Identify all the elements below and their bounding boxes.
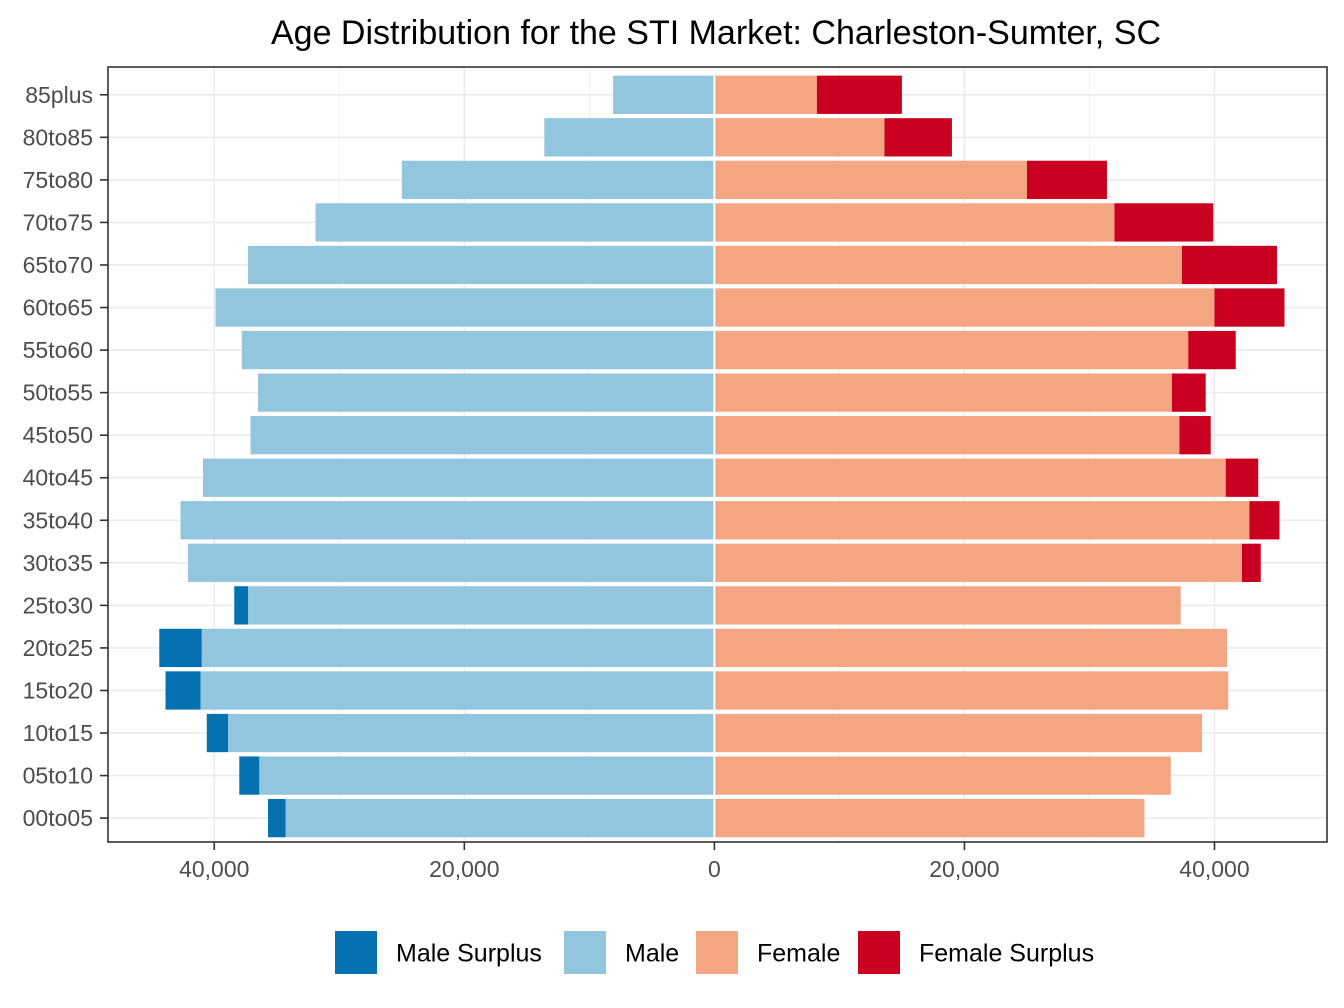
bar-male-10to15 [228,713,715,753]
y-tick-label-20to25: 20to25 [23,635,93,661]
bar-male-00to05 [285,798,715,838]
bar-male-surplus-00to05 [268,798,286,838]
y-tick-label-60to65: 60to65 [23,295,93,321]
bar-male-85plus [613,75,715,114]
y-tick-label-50to55: 50to55 [23,380,93,406]
y-tick-label-00to05: 00to05 [23,805,93,831]
x-axis: 40,000 20,000 0 20,000 40,000 [179,842,1250,882]
chart-title: Age Distribution for the STI Market: Cha… [271,14,1161,52]
bar-female-60to65 [714,288,1215,327]
legend-label-male: Male [625,940,679,968]
legend-label-female-surplus: Female Surplus [919,940,1094,968]
bar-female-surplus-40to45 [1225,458,1259,497]
bar-male-50to55 [258,373,715,412]
bar-female-surplus-80to85 [884,118,952,157]
y-tick-label-35to40: 35to40 [23,507,93,533]
bar-female-surplus-55to60 [1188,330,1236,370]
bar-male-20to25 [201,628,715,668]
bar-female-55to60 [714,330,1189,370]
y-tick-label-55to60: 55to60 [23,337,93,363]
bar-female-25to30 [714,586,1181,625]
y-tick-label-65to70: 65to70 [23,252,93,278]
legend-label-female: Female [757,940,840,968]
bar-male-15to20 [200,671,715,710]
bar-male-55to60 [241,330,715,370]
bar-female-05to10 [714,756,1171,795]
bar-female-00to05 [714,798,1145,838]
y-tick-label-85plus: 85plus [25,82,93,108]
bar-male-70to75 [315,203,715,242]
bar-male-40to45 [203,458,715,497]
bar-female-surplus-50to55 [1171,373,1206,412]
bar-female-85plus [714,75,817,114]
bar-male-75to80 [401,160,715,200]
bar-female-75to80 [714,160,1027,200]
bar-male-surplus-10to15 [206,713,229,753]
legend-key-female [696,931,738,974]
bar-male-45to50 [250,416,715,455]
legend-key-female-surplus [858,931,900,974]
bar-female-20to25 [714,628,1227,668]
bars-layer [159,67,1285,842]
bar-female-65to70 [714,245,1182,285]
y-tick-label-80to85: 80to85 [23,124,93,150]
bar-male-30to35 [188,543,715,582]
bar-female-35to40 [714,501,1250,540]
y-axis: 00to05 05to10 10to15 15to20 20to25 25to30 30to… [23,82,108,831]
bar-female-surplus-70to75 [1114,203,1214,242]
bar-male-35to40 [180,501,715,540]
bar-female-surplus-85plus [816,75,902,114]
legend: Male Surplus Male Female Female Surplus [335,931,1094,974]
bar-male-surplus-20to25 [159,628,202,668]
bar-female-surplus-35to40 [1249,501,1280,540]
bar-male-80to85 [544,118,715,157]
y-tick-label-05to10: 05to10 [23,763,93,789]
bar-female-surplus-60to65 [1214,288,1285,327]
y-tick-label-40to45: 40to45 [23,465,93,491]
bar-female-45to50 [714,416,1180,455]
y-tick-label-10to15: 10to15 [23,720,93,746]
bar-female-surplus-45to50 [1179,416,1211,455]
legend-key-male [564,931,606,974]
bar-female-surplus-30to35 [1241,543,1261,582]
x-tick-label: 40,000 [1179,856,1249,882]
bar-female-surplus-75to80 [1026,160,1107,200]
bar-female-80to85 [714,118,885,157]
y-tick-label-15to20: 15to20 [23,677,93,703]
y-tick-label-25to30: 25to30 [23,592,93,618]
x-tick-label: 20,000 [929,856,999,882]
bar-female-30to35 [714,543,1242,582]
legend-key-male-surplus [335,931,377,974]
bar-male-surplus-15to20 [165,671,201,710]
bar-male-surplus-25to30 [234,586,249,625]
plot-panel-border [107,66,1328,843]
y-tick-label-45to50: 45to50 [23,422,93,448]
y-tick-label-75to80: 75to80 [23,167,93,193]
bar-female-15to20 [714,671,1229,710]
x-tick-label: 40,000 [179,856,249,882]
x-tick-label: 20,000 [429,856,499,882]
x-tick-label: 0 [708,856,721,882]
bar-male-25to30 [248,586,715,625]
bar-female-50to55 [714,373,1172,412]
bar-female-70to75 [714,203,1115,242]
legend-label-male-surplus: Male Surplus [396,940,542,968]
bar-male-65to70 [248,245,715,285]
bar-female-10to15 [714,713,1202,753]
y-tick-label-30to35: 30to35 [23,550,93,576]
bar-male-surplus-05to10 [239,756,260,795]
y-tick-label-70to75: 70to75 [23,209,93,235]
bar-female-40to45 [714,458,1226,497]
bar-female-surplus-65to70 [1181,245,1277,285]
bar-male-05to10 [259,756,715,795]
bar-male-60to65 [215,288,715,327]
